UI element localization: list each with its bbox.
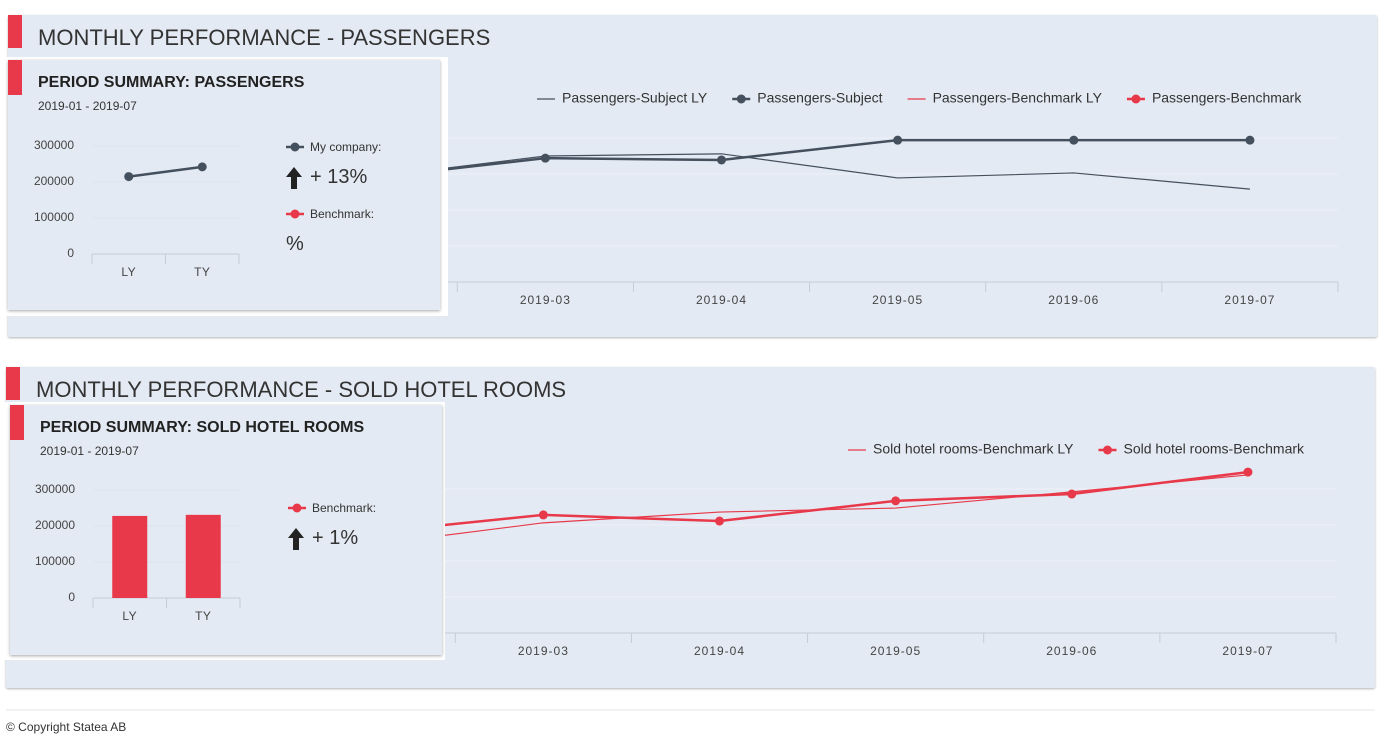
card-marker <box>8 60 22 95</box>
legend-symbol <box>1103 445 1112 455</box>
item-change-row: % <box>286 233 406 256</box>
line <box>369 153 1250 190</box>
y-tick-label: 0 <box>67 246 74 260</box>
mini-chart: 0 100000 200000 300000 LY TY <box>34 138 240 279</box>
legend-label: Sold hotel rooms-Benchmark LY <box>873 441 1074 457</box>
point <box>124 172 134 182</box>
item-label-row: Benchmark: <box>286 203 406 225</box>
point <box>1243 467 1253 477</box>
x-tick-label: 2019-05 <box>870 644 921 658</box>
bar <box>112 515 148 598</box>
legend-label: Passengers-Subject <box>757 90 882 106</box>
item-symbol <box>286 142 304 152</box>
panel-marker <box>8 15 22 48</box>
item-change: % <box>286 233 304 255</box>
y-tick-label: 100000 <box>35 554 75 568</box>
y-tick-label: 300000 <box>35 482 75 496</box>
summary-period: 2019-01 - 2019-07 <box>38 99 137 113</box>
x-tick-label: LY <box>121 265 136 279</box>
x-tick-label: TY <box>195 609 211 623</box>
y-tick-label: 200000 <box>34 174 74 188</box>
card-marker <box>10 405 24 440</box>
line <box>367 470 1249 535</box>
mini-chart: 0 100000 200000 300000 LY TY <box>35 482 241 623</box>
x-tick-label: 2019-07 <box>1224 293 1275 307</box>
item-label-row: Benchmark: <box>288 497 408 519</box>
summary-item: Benchmark: + 1% <box>288 497 408 550</box>
arrow-icon <box>286 166 302 189</box>
x-tick-label: 2019-05 <box>872 293 923 307</box>
item-label: Benchmark: <box>312 501 377 515</box>
item-change-row: + 1% <box>288 527 408 550</box>
panel-marker <box>6 367 20 400</box>
x-tick-label: TY <box>194 265 210 279</box>
y-tick-label: 200000 <box>35 518 75 532</box>
summary-title: PERIOD SUMMARY: PASSENGERS <box>38 74 305 91</box>
summary-item: Benchmark:% <box>286 203 406 256</box>
summary-period: 2019-01 - 2019-07 <box>40 444 139 458</box>
item-symbol <box>286 209 304 219</box>
legend-label: Passengers-Benchmark <box>1152 90 1302 106</box>
summary-item: My company: + 13% <box>286 136 406 189</box>
point <box>715 516 724 526</box>
panel-title: MONTHLY PERFORMANCE - PASSENGERS <box>38 25 490 50</box>
footer: © Copyright Statea AB <box>6 720 127 734</box>
legend-symbol <box>1131 94 1141 104</box>
y-tick-label: 100000 <box>34 210 74 224</box>
summary-items: Benchmark: + 1% <box>288 497 408 564</box>
x-tick-label: 2019-04 <box>694 644 745 658</box>
point <box>893 135 903 145</box>
item-change: + 13% <box>310 166 368 188</box>
legend-label: Sold hotel rooms-Benchmark <box>1124 441 1306 457</box>
point <box>1067 489 1077 499</box>
point <box>197 162 207 172</box>
legend-symbol <box>736 94 746 104</box>
x-tick-label: 2019-03 <box>518 644 569 658</box>
bar <box>185 514 221 598</box>
line <box>369 138 1250 180</box>
x-tick-label: 2019-06 <box>1046 644 1097 658</box>
item-change: + 1% <box>312 527 359 549</box>
panel-title: MONTHLY PERFORMANCE - SOLD HOTEL ROOMS <box>36 377 566 402</box>
point <box>538 510 548 520</box>
summary-card: PERIOD SUMMARY: SOLD HOTEL ROOMS 2019-01… <box>10 405 442 655</box>
point <box>717 155 726 165</box>
x-tick-label: 2019-03 <box>520 293 571 307</box>
point <box>1069 135 1079 145</box>
x-tick-label: 2019-04 <box>696 293 747 307</box>
point <box>891 496 901 506</box>
arrow-icon <box>288 527 304 550</box>
point <box>1245 135 1255 145</box>
y-tick-label: 0 <box>68 590 75 604</box>
legend-label: Passengers-Benchmark LY <box>933 90 1103 106</box>
point <box>540 153 550 163</box>
item-label: My company: <box>310 140 382 154</box>
x-tick-label: 2019-07 <box>1222 644 1273 658</box>
x-tick-label: LY <box>122 609 137 623</box>
line <box>128 165 203 178</box>
summary-items: My company: + 13% Benchmark:% <box>286 136 406 270</box>
item-label: Benchmark: <box>310 207 375 221</box>
item-symbol <box>288 503 306 513</box>
summary-title: PERIOD SUMMARY: SOLD HOTEL ROOMS <box>40 419 365 436</box>
item-label-row: My company: <box>286 136 406 158</box>
x-tick-label: 2019-06 <box>1048 293 1099 307</box>
legend-label: Passengers-Subject LY <box>562 90 708 106</box>
summary-card: PERIOD SUMMARY: PASSENGERS 2019-01 - 201… <box>8 60 440 310</box>
item-change-row: + 13% <box>286 166 406 189</box>
y-tick-label: 300000 <box>34 138 74 152</box>
